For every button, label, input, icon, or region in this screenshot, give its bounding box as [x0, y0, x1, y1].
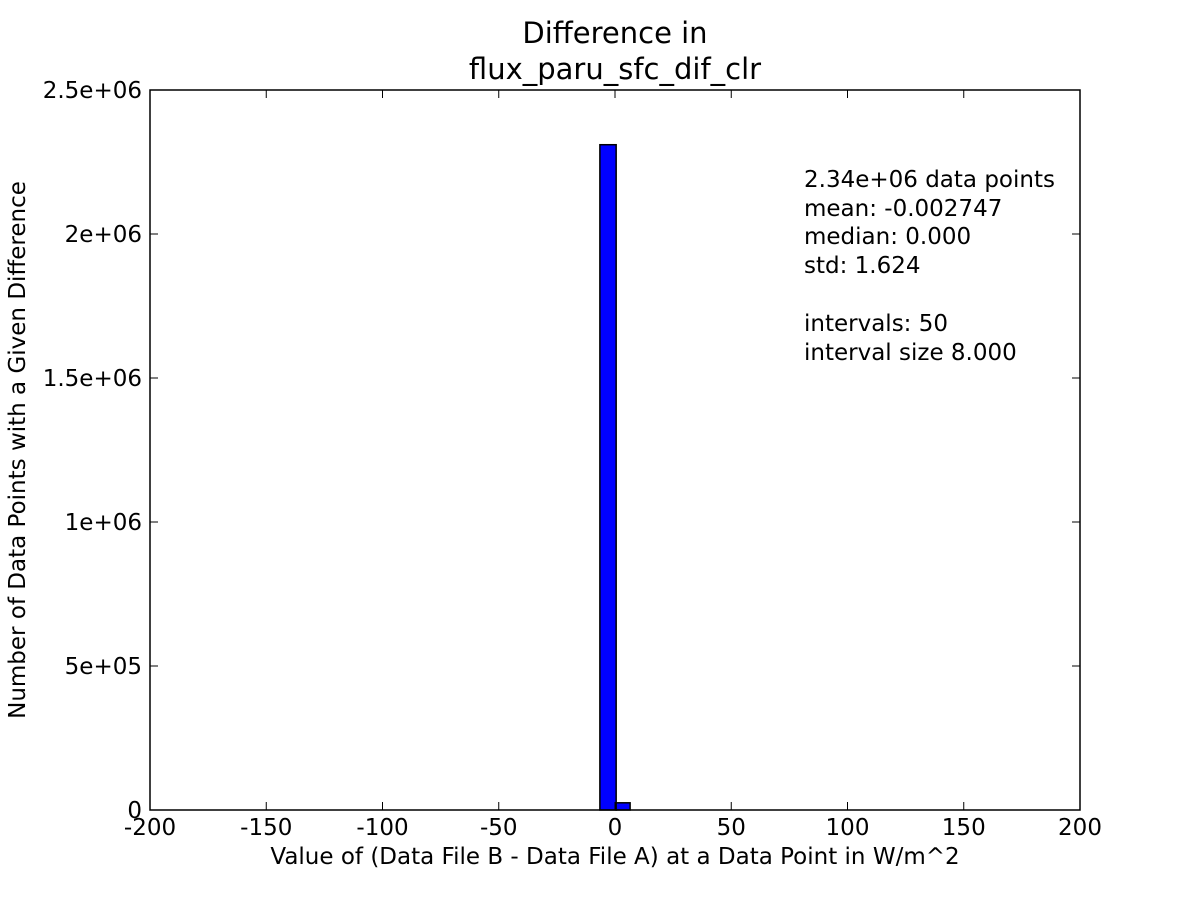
x-tick-label-5: 50 — [717, 815, 746, 841]
stats-median: median: 0.000 — [804, 224, 971, 250]
histogram-bar-1 — [615, 802, 631, 811]
y-tick-label-4: 2e+06 — [65, 222, 142, 248]
y-tick-label-2: 1e+06 — [65, 510, 142, 536]
x-tick-label-2: -100 — [356, 815, 408, 841]
stats-std: std: 1.624 — [804, 253, 921, 279]
x-tick-label-8: 200 — [1058, 815, 1102, 841]
stats-mean: mean: -0.002747 — [804, 196, 1002, 222]
y-tick-label-5: 2.5e+06 — [43, 78, 142, 104]
x-tick-label-4: 0 — [608, 815, 623, 841]
x-tick-label-7: 150 — [942, 815, 986, 841]
x-tick-label-1: -150 — [240, 815, 292, 841]
y-tick-label-1: 5e+05 — [65, 654, 142, 680]
y-tick-label-3: 1.5e+06 — [43, 366, 142, 392]
chart-title-line-2: flux_paru_sfc_dif_clr — [469, 52, 761, 86]
plot-area-frame — [149, 89, 1081, 811]
stats-data-points: 2.34e+06 data points — [804, 167, 1055, 193]
x-tick-label-0: -200 — [124, 815, 176, 841]
y-axis-label: Number of Data Points with a Given Diffe… — [5, 181, 31, 719]
chart-title-line-1: Difference in — [522, 16, 707, 50]
stats-interval-size: interval size 8.000 — [804, 340, 1017, 366]
x-tick-label-6: 100 — [826, 815, 870, 841]
x-tick-label-3: -50 — [480, 815, 518, 841]
histogram-bar-0 — [599, 143, 617, 811]
y-tick-label-0: 0 — [127, 798, 142, 824]
tick-labels-layer: -200 -150 -100 -50 0 50 100 150 200 0 5e+05 1e+06 1.… — [43, 78, 1102, 841]
stats-intervals: intervals: 50 — [804, 311, 948, 337]
stats-annotation: 2.34e+06 data points mean: -0.002747 med… — [804, 167, 1055, 366]
x-axis-label: Value of (Data File B - Data File A) at … — [270, 844, 959, 870]
